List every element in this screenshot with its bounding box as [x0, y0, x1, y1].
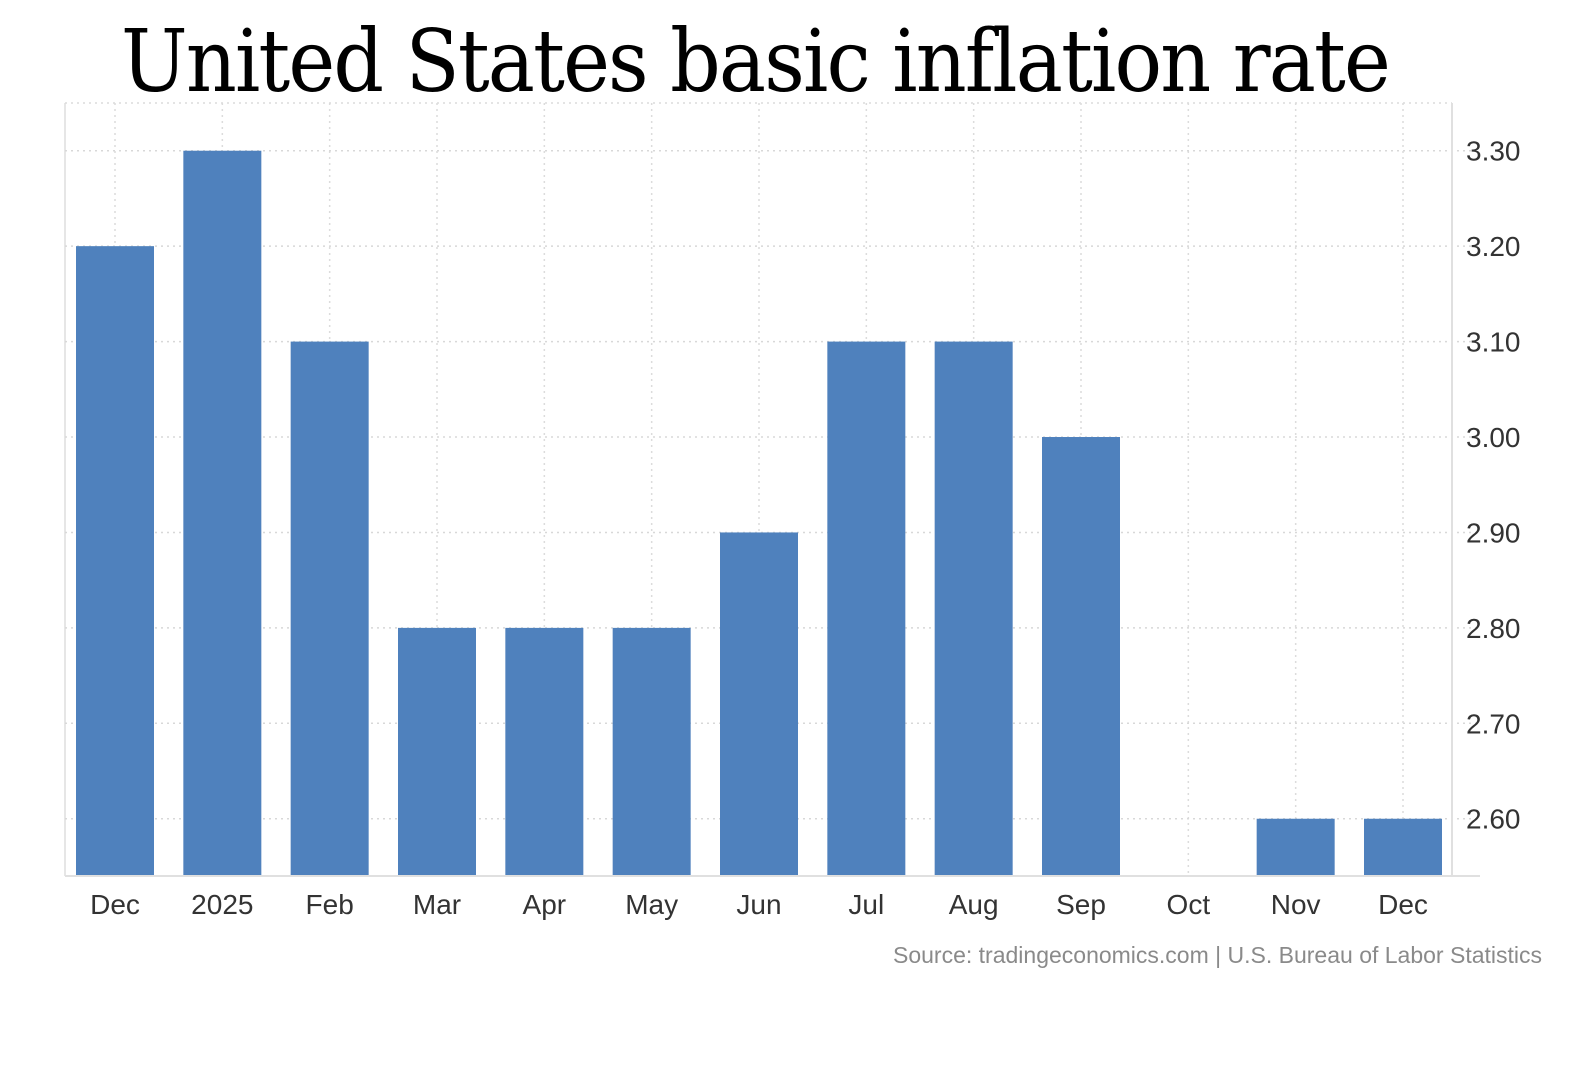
- bar: [612, 627, 691, 876]
- bar: [1364, 818, 1442, 876]
- x-tick-label: Feb: [306, 889, 354, 920]
- y-tick-label: 3.10: [1466, 327, 1521, 358]
- y-tick-label: 2.90: [1466, 517, 1521, 548]
- bar: [183, 150, 262, 876]
- x-tick-label: Sep: [1056, 889, 1106, 920]
- y-tick-label: 2.80: [1466, 613, 1521, 644]
- bar: [934, 341, 1013, 876]
- y-tick-label: 3.00: [1466, 422, 1521, 453]
- y-tick-label: 2.60: [1466, 804, 1521, 835]
- bar: [720, 532, 798, 876]
- bar: [398, 627, 476, 876]
- bar: [290, 341, 369, 876]
- bar: [76, 246, 154, 877]
- x-tick-label: Jun: [736, 889, 781, 920]
- bar: [1256, 818, 1335, 876]
- x-tick-label: Aug: [949, 889, 999, 920]
- x-tick-label: Dec: [90, 889, 140, 920]
- y-tick-label: 3.30: [1466, 136, 1521, 167]
- source-note: Source: tradingeconomics.com | U.S. Bure…: [893, 942, 1542, 968]
- y-tick-label: 3.20: [1466, 231, 1521, 262]
- y-tick-label: 2.70: [1466, 708, 1521, 739]
- chart-title: United States basic inflation rate: [120, 12, 1391, 112]
- x-tick-label: Jul: [848, 889, 884, 920]
- x-tick-label: Nov: [1271, 889, 1321, 920]
- x-tick-label: Apr: [523, 889, 567, 920]
- x-tick-label: 2025: [191, 889, 253, 920]
- x-tick-label: Mar: [413, 889, 461, 920]
- bar: [1042, 437, 1120, 876]
- bar: [505, 627, 584, 876]
- bar: [827, 341, 906, 876]
- x-tick-label: May: [625, 889, 678, 920]
- x-tick-label: Oct: [1167, 889, 1211, 920]
- x-tick-label: Dec: [1378, 889, 1428, 920]
